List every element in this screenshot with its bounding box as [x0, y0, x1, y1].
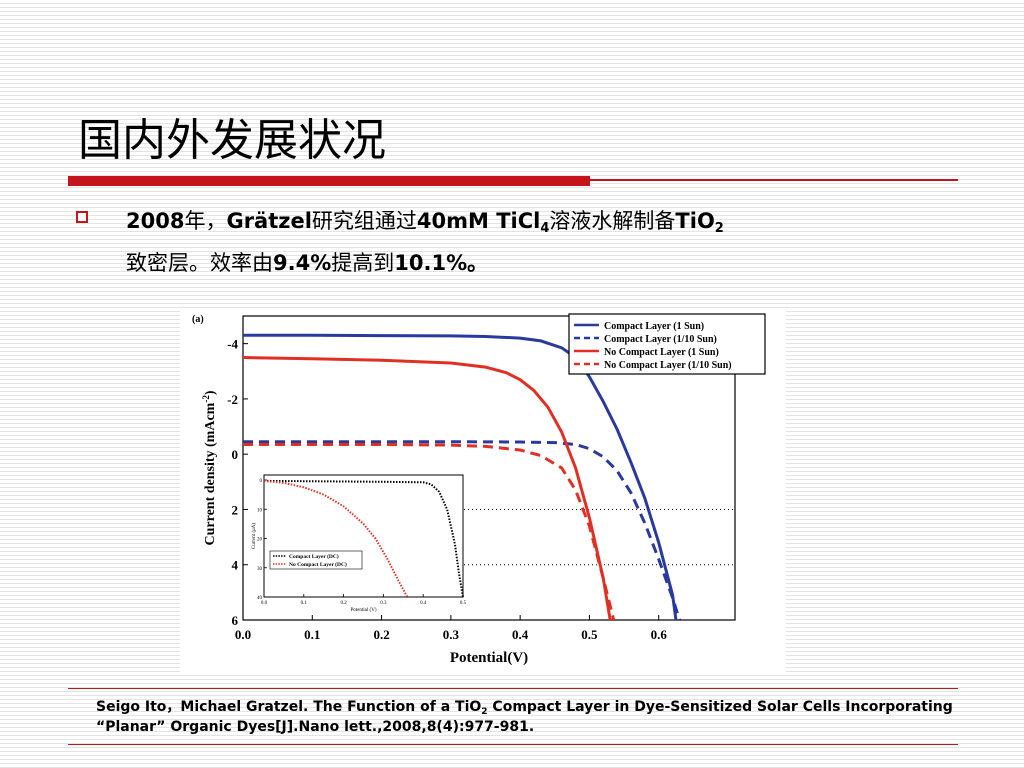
y-tick-label: -4 [227, 337, 238, 352]
y-axis-label: Current density (mAcm-2) [201, 390, 218, 545]
series-line-4 [243, 443, 616, 620]
bullet-concentration-text: 40mM TiCl [416, 209, 541, 233]
series-line-2 [243, 440, 681, 620]
x-tick-label: 0.0 [235, 627, 251, 642]
legend-label: Compact Layer (1/10 Sun) [604, 334, 717, 345]
inset-x-tick-label: 0.0 [261, 601, 268, 606]
legend-label: Compact Layer (1 Sun) [604, 321, 704, 332]
inset-legend-label: Compact Layer (DC) [289, 553, 339, 560]
x-axis-label: Potential(V) [450, 650, 528, 666]
x-tick-label: 0.2 [373, 627, 389, 642]
inset-series-line-1 [263, 479, 464, 598]
inset-legend-box [269, 550, 363, 570]
inset-x-tick-label: 0.1 [301, 601, 308, 606]
series-line-3 [243, 356, 612, 620]
bullet-author: Grätzel [226, 209, 312, 233]
inset-y-axis-label: Current (μA) [252, 523, 257, 549]
citation-text: Seigo Ito，Michael Gratzel. The Function … [96, 697, 956, 737]
bullet-text-4: 致密层。效率由 [126, 251, 273, 275]
x-tick-label: 0.6 [651, 627, 668, 642]
bullet-eff-to: 10.1% [394, 251, 468, 275]
bullet-text-6: 。 [467, 251, 489, 275]
bullet-text-1: 年， [184, 209, 227, 233]
citation-divider-top [68, 688, 958, 689]
legend-label: No Compact Layer (1 Sun) [604, 347, 719, 358]
inset-x-tick-label: 0.5 [460, 601, 467, 606]
bullet-text-2: 研究组通过 [311, 209, 417, 233]
legend-label: No Compact Layer (1/10 Sun) [604, 360, 732, 371]
title-underline-line [590, 179, 958, 181]
citation-part-1: Seigo Ito，Michael Gratzel. The Function … [96, 699, 482, 715]
bullet-text-3: 溶液水解制备 [549, 209, 676, 233]
bullet-subscript-2: 2 [714, 221, 724, 236]
inset-plot-frame [263, 474, 464, 598]
legend-box [568, 313, 766, 375]
jv-figure: (a) -4 -2 0 2 4 6 0.0 0.1 0.2 0.3 0.4 0.5 0.6 Potentia… [180, 308, 786, 674]
bullet-concentration: 40mM TiCl4 [416, 209, 550, 236]
inset-y-tick-label: 10 [257, 508, 263, 513]
bullet-text: 2008年，Grätzel研究组通过40mM TiCl4溶液水解制备TiO2 致密… [126, 200, 966, 284]
inset-y-tick-label: 40 [257, 596, 263, 601]
inset-y-tick-label: 0 [260, 479, 263, 484]
citation-subscript: 2 [481, 707, 488, 717]
inset-y-tick-label: 20 [257, 538, 263, 543]
panel-label: (a) [192, 314, 204, 325]
bullet-subscript-4: 4 [540, 221, 550, 236]
inset-x-axis-label: Potential (V) [351, 608, 377, 613]
inset-y-tick-label: 30 [257, 567, 263, 572]
inset-x-tick-label: 0.4 [420, 601, 427, 606]
slide-title: 国内外发展状况 [78, 115, 386, 166]
y-tick-label: 6 [232, 613, 239, 628]
bullet-tio2: TiO2 [675, 209, 724, 236]
y-tick-label: 4 [232, 558, 239, 573]
bullet-text-5: 提高到 [331, 251, 395, 275]
inset-x-tick-label: 0.3 [380, 601, 387, 606]
bullet-square-icon [76, 211, 88, 223]
bullet-eff-from: 9.4% [273, 251, 332, 275]
title-underline-bar [68, 176, 590, 186]
inset-legend-label: No Compact Layer (DC) [289, 561, 347, 568]
citation-divider-bottom [68, 744, 958, 745]
x-tick-label: 0.1 [304, 627, 320, 642]
y-tick-label: 2 [232, 502, 239, 517]
citation-part-2: Compact Layer in Dye-Sensitized Solar Ce… [96, 699, 953, 735]
bullet-year: 2008 [126, 209, 185, 233]
inset-series-line-2 [263, 479, 409, 598]
y-tick-label: -2 [227, 392, 238, 407]
x-tick-label: 0.4 [512, 627, 529, 642]
x-tick-label: 0.3 [443, 627, 460, 642]
y-tick-label: 0 [232, 447, 239, 462]
x-tick-label: 0.5 [581, 627, 598, 642]
inset-x-tick-label: 0.2 [340, 601, 347, 606]
bullet-tio-text: TiO [675, 209, 715, 233]
